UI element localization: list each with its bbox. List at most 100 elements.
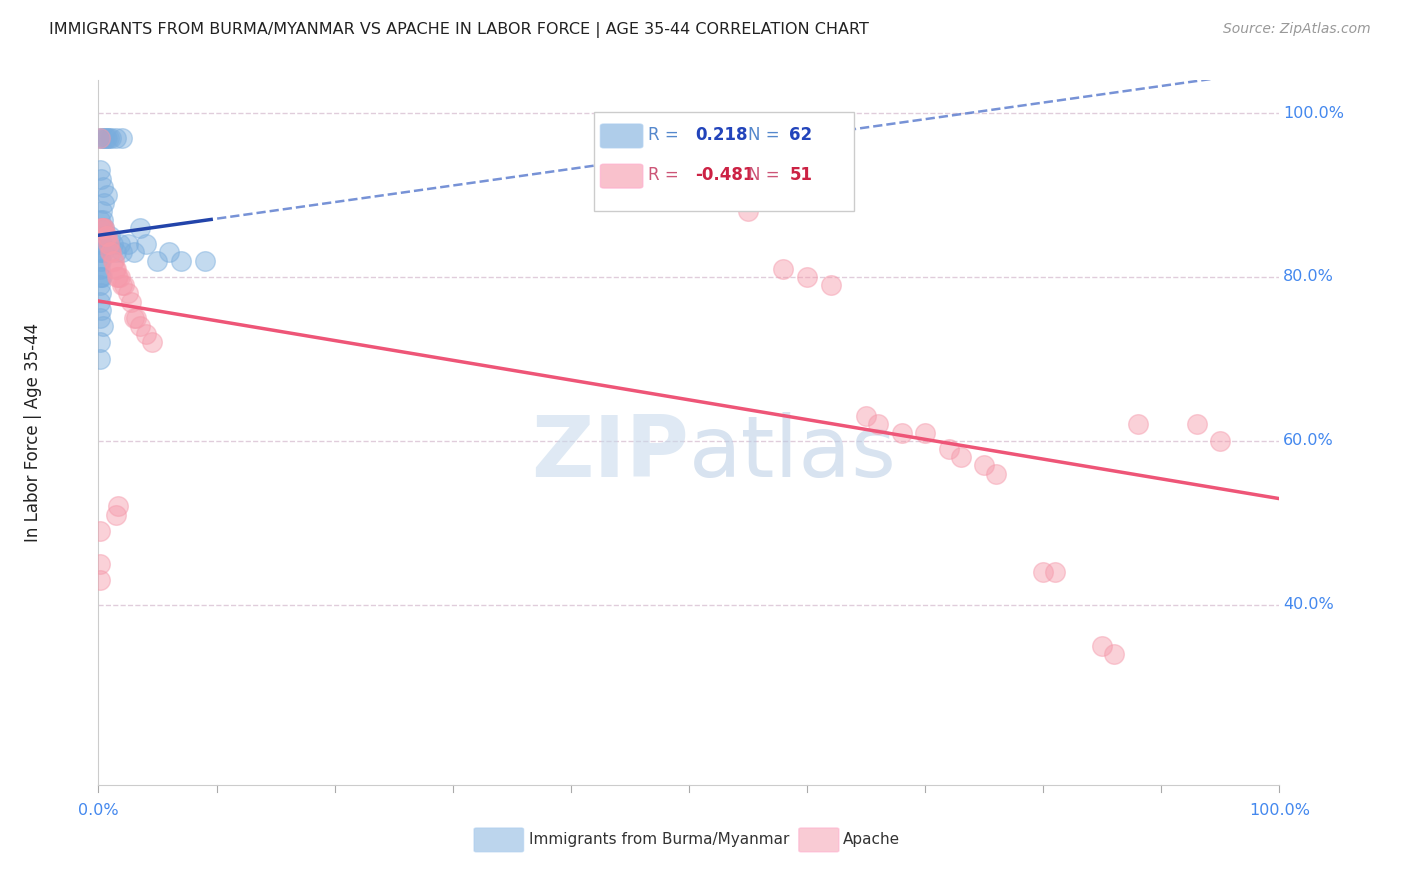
Point	[89, 573, 111, 587]
Point	[100, 130, 122, 145]
Point	[89, 163, 111, 178]
Text: -0.481: -0.481	[695, 167, 754, 185]
Point	[737, 130, 759, 145]
Point	[89, 130, 111, 145]
Point	[89, 557, 111, 571]
Point	[100, 245, 122, 260]
Point	[807, 130, 830, 145]
Point	[89, 524, 111, 538]
Point	[157, 245, 180, 260]
Point	[89, 253, 111, 268]
FancyBboxPatch shape	[595, 112, 855, 211]
Point	[89, 229, 111, 244]
Point	[1032, 565, 1054, 579]
Point	[98, 229, 121, 244]
Point	[89, 245, 111, 260]
Point	[112, 278, 135, 293]
Text: In Labor Force | Age 35-44: In Labor Force | Age 35-44	[24, 323, 42, 542]
Point	[128, 220, 150, 235]
Point	[91, 179, 114, 194]
Point	[91, 220, 114, 235]
Text: 62: 62	[789, 127, 813, 145]
Point	[101, 237, 124, 252]
Point	[94, 229, 117, 244]
Point	[890, 425, 912, 440]
Point	[105, 269, 128, 284]
Point	[122, 310, 145, 325]
Point	[93, 220, 115, 235]
Point	[89, 212, 111, 227]
Point	[125, 310, 148, 325]
Point	[89, 351, 111, 366]
Text: 40.0%: 40.0%	[1284, 597, 1334, 612]
Point	[820, 278, 842, 293]
Point	[89, 237, 111, 252]
Point	[117, 237, 139, 252]
Point	[91, 220, 114, 235]
Point	[1091, 639, 1114, 653]
Point	[98, 130, 121, 145]
Point	[90, 220, 112, 235]
Text: Apache: Apache	[842, 832, 900, 847]
FancyBboxPatch shape	[799, 828, 839, 852]
Point	[914, 425, 936, 440]
Text: ZIP: ZIP	[531, 412, 689, 495]
Point	[89, 294, 111, 309]
Point	[748, 130, 770, 145]
FancyBboxPatch shape	[474, 828, 523, 852]
Point	[91, 130, 114, 145]
Point	[1126, 417, 1149, 432]
Text: 51: 51	[789, 167, 813, 185]
Text: 100.0%: 100.0%	[1284, 105, 1344, 120]
Text: R =: R =	[648, 167, 678, 185]
Text: Source: ZipAtlas.com: Source: ZipAtlas.com	[1223, 22, 1371, 37]
Point	[117, 286, 139, 301]
Point	[105, 130, 128, 145]
Point	[973, 458, 995, 473]
Point	[105, 245, 128, 260]
Point	[866, 417, 889, 432]
Point	[141, 335, 163, 350]
Text: N =: N =	[748, 167, 779, 185]
Text: N =: N =	[748, 127, 779, 145]
Point	[90, 171, 112, 186]
Point	[111, 245, 134, 260]
Point	[93, 196, 115, 211]
FancyBboxPatch shape	[600, 164, 643, 188]
Point	[96, 188, 118, 202]
Point	[772, 261, 794, 276]
Point	[111, 130, 134, 145]
Point	[1185, 417, 1208, 432]
Point	[94, 130, 117, 145]
Point	[796, 130, 818, 145]
Point	[101, 253, 124, 268]
Text: 0.0%: 0.0%	[79, 803, 118, 818]
Point	[96, 130, 118, 145]
Point	[761, 130, 783, 145]
Point	[105, 508, 128, 522]
Point	[90, 269, 112, 284]
Point	[107, 269, 129, 284]
Point	[89, 130, 111, 145]
Text: 60.0%: 60.0%	[1284, 434, 1334, 449]
Point	[984, 467, 1007, 481]
Text: 80.0%: 80.0%	[1284, 269, 1334, 285]
Point	[98, 245, 121, 260]
Text: IMMIGRANTS FROM BURMA/MYANMAR VS APACHE IN LABOR FORCE | AGE 35-44 CORRELATION C: IMMIGRANTS FROM BURMA/MYANMAR VS APACHE …	[49, 22, 869, 38]
Point	[90, 220, 112, 235]
Point	[90, 229, 112, 244]
Point	[107, 500, 129, 514]
Point	[103, 253, 125, 268]
Point	[949, 450, 972, 465]
Point	[93, 130, 115, 145]
Point	[91, 269, 114, 284]
Text: atlas: atlas	[689, 412, 897, 495]
Point	[108, 237, 131, 252]
Point	[938, 442, 960, 456]
Point	[122, 245, 145, 260]
Point	[91, 237, 114, 252]
Point	[108, 269, 131, 284]
Text: R =: R =	[648, 127, 678, 145]
Point	[89, 278, 111, 293]
Point	[121, 294, 143, 309]
